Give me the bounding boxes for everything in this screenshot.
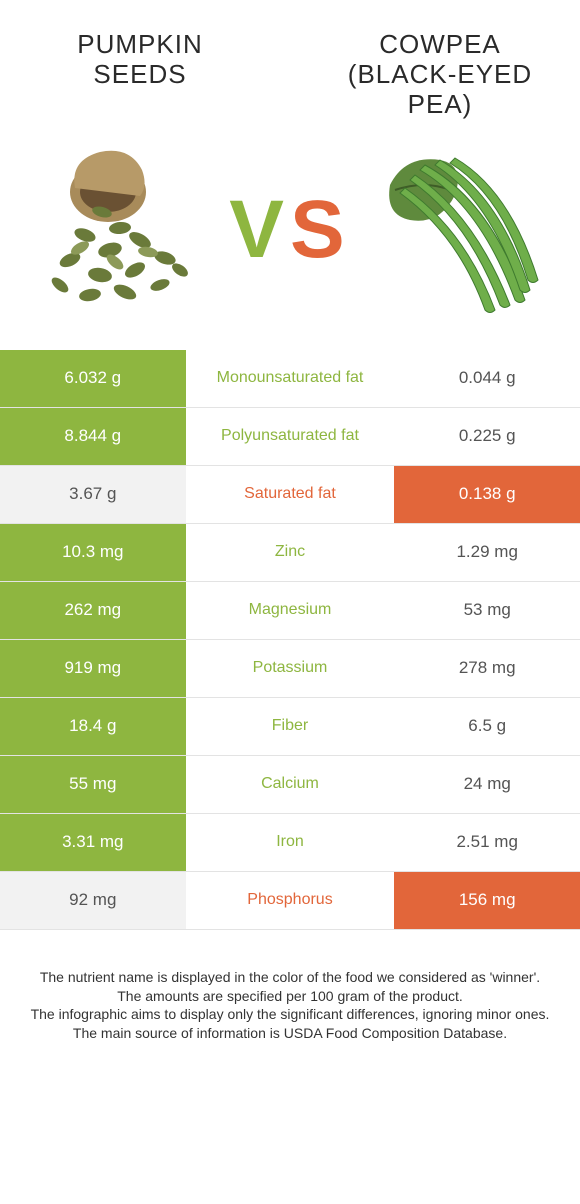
value-right: 24 mg bbox=[394, 756, 580, 813]
nutrient-label: Potassium bbox=[186, 640, 395, 697]
nutrient-label: Calcium bbox=[186, 756, 395, 813]
value-left: 8.844 g bbox=[0, 408, 186, 465]
table-row: 6.032 gMonounsaturated fat0.044 g bbox=[0, 350, 580, 408]
nutrient-label: Zinc bbox=[186, 524, 395, 581]
value-left: 10.3 mg bbox=[0, 524, 186, 581]
value-left: 3.31 mg bbox=[0, 814, 186, 871]
value-left: 6.032 g bbox=[0, 350, 186, 407]
footer-notes: The nutrient name is displayed in the co… bbox=[0, 930, 580, 1044]
value-left: 92 mg bbox=[0, 872, 186, 929]
nutrient-label: Iron bbox=[186, 814, 395, 871]
value-right: 6.5 g bbox=[394, 698, 580, 755]
value-left: 55 mg bbox=[0, 756, 186, 813]
table-row: 55 mgCalcium24 mg bbox=[0, 756, 580, 814]
vs-s: S bbox=[290, 183, 351, 277]
footer-line: The infographic aims to display only the… bbox=[20, 1005, 560, 1024]
table-row: 18.4 gFiber6.5 g bbox=[0, 698, 580, 756]
nutrient-label: Magnesium bbox=[186, 582, 395, 639]
nutrient-label: Polyunsaturated fat bbox=[186, 408, 395, 465]
table-row: 919 mgPotassium278 mg bbox=[0, 640, 580, 698]
vs-label: VS bbox=[229, 183, 350, 277]
value-right: 278 mg bbox=[394, 640, 580, 697]
value-right: 0.044 g bbox=[394, 350, 580, 407]
value-left: 3.67 g bbox=[0, 466, 186, 523]
cowpea-image bbox=[370, 140, 550, 320]
value-right: 2.51 mg bbox=[394, 814, 580, 871]
table-row: 3.31 mgIron2.51 mg bbox=[0, 814, 580, 872]
nutrient-label: Saturated fat bbox=[186, 466, 395, 523]
value-right: 53 mg bbox=[394, 582, 580, 639]
footer-line: The main source of information is USDA F… bbox=[20, 1024, 560, 1043]
table-row: 8.844 gPolyunsaturated fat0.225 g bbox=[0, 408, 580, 466]
title-left: PUMPKIN SEEDS bbox=[40, 30, 240, 90]
nutrient-label: Phosphorus bbox=[186, 872, 395, 929]
table-row: 3.67 gSaturated fat0.138 g bbox=[0, 466, 580, 524]
table-row: 92 mgPhosphorus156 mg bbox=[0, 872, 580, 930]
value-right: 0.138 g bbox=[394, 466, 580, 523]
value-left: 262 mg bbox=[0, 582, 186, 639]
pumpkin-seeds-image bbox=[30, 140, 210, 320]
value-right: 156 mg bbox=[394, 872, 580, 929]
title-right: COWPEA (BLACK-EYED PEA) bbox=[340, 30, 540, 120]
comparison-table: 6.032 gMonounsaturated fat0.044 g8.844 g… bbox=[0, 350, 580, 930]
nutrient-label: Fiber bbox=[186, 698, 395, 755]
footer-line: The nutrient name is displayed in the co… bbox=[20, 968, 560, 987]
value-right: 0.225 g bbox=[394, 408, 580, 465]
value-left: 18.4 g bbox=[0, 698, 186, 755]
value-left: 919 mg bbox=[0, 640, 186, 697]
table-row: 10.3 mgZinc1.29 mg bbox=[0, 524, 580, 582]
nutrient-label: Monounsaturated fat bbox=[186, 350, 395, 407]
vs-v: V bbox=[229, 183, 290, 277]
value-right: 1.29 mg bbox=[394, 524, 580, 581]
footer-line: The amounts are specified per 100 gram o… bbox=[20, 987, 560, 1006]
table-row: 262 mgMagnesium53 mg bbox=[0, 582, 580, 640]
